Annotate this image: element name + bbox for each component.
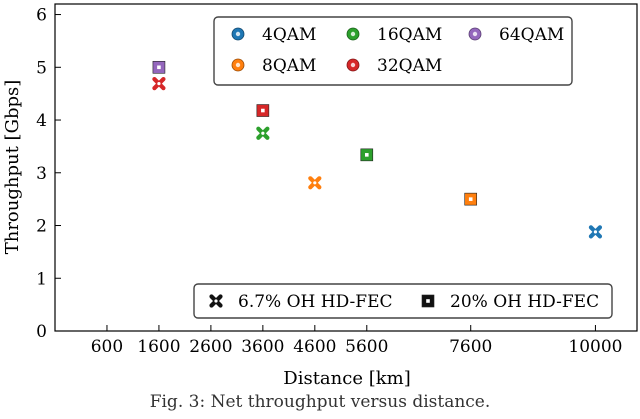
legend-label: 16QAM bbox=[377, 25, 442, 45]
series-legend-box bbox=[213, 16, 573, 86]
x-tick-label: 1600 bbox=[137, 337, 180, 357]
legend-marker-32qam bbox=[346, 58, 360, 72]
y-tick-label: 5 bbox=[36, 58, 47, 78]
x-tick-label: 2600 bbox=[189, 337, 232, 357]
x-tick-label: 5600 bbox=[345, 337, 388, 357]
y-tick-label: 2 bbox=[36, 217, 47, 237]
data-point-64qam-square bbox=[152, 60, 166, 74]
legend-marker-cross bbox=[209, 294, 223, 308]
marker-legend-box bbox=[193, 283, 613, 319]
data-point-16qam-square bbox=[360, 148, 374, 162]
y-axis-title: Throughput [Gbps] bbox=[2, 80, 23, 255]
legend-label: 8QAM bbox=[262, 56, 316, 76]
data-point-32qam-cross bbox=[152, 77, 166, 91]
y-tick-label: 3 bbox=[36, 164, 47, 184]
marker-legend-label: 6.7% OH HD-FEC bbox=[238, 292, 393, 312]
data-point-32qam-square bbox=[256, 104, 270, 117]
x-tick-label: 7600 bbox=[449, 337, 492, 357]
y-tick-label: 4 bbox=[36, 111, 47, 131]
legend-marker-64qam bbox=[468, 27, 482, 41]
series-legend: 4QAM 8QAM 16QAM 32QAM 64QAM bbox=[213, 16, 573, 86]
marker-legend-label: 20% OH HD-FEC bbox=[450, 292, 599, 312]
data-point-16qam-cross bbox=[256, 126, 270, 140]
data-point-8qam-square bbox=[464, 192, 478, 206]
x-tick-label: 10000 bbox=[568, 337, 622, 357]
figure-caption: Fig. 3: Net throughput versus distance. bbox=[149, 392, 491, 412]
x-tick-label: 600 bbox=[91, 337, 123, 357]
axis-ticks: 600 1600 2600 3600 4600 5600 7600 10000 0 1 2 3 4 5 6 bbox=[36, 6, 622, 357]
x-tick-label: 4600 bbox=[293, 337, 336, 357]
y-tick-label: 6 bbox=[36, 6, 47, 26]
marker-legend: 6.7% OH HD-FEC 20% OH HD-FEC bbox=[193, 283, 613, 319]
legend-label: 4QAM bbox=[262, 25, 316, 45]
y-tick-label: 0 bbox=[36, 322, 47, 342]
x-axis-title: Distance [km] bbox=[283, 368, 410, 389]
data-point-4qam-cross bbox=[588, 225, 603, 239]
scatter-chart: 600 1600 2600 3600 4600 5600 7600 100000123456 … bbox=[2, 3, 638, 389]
data-points bbox=[152, 60, 603, 239]
legend-marker-4qam bbox=[231, 27, 245, 41]
legend-label: 64QAM bbox=[499, 25, 564, 45]
legend-label: 32QAM bbox=[377, 56, 442, 76]
x-tick-label: 3600 bbox=[241, 337, 284, 357]
plot-frame bbox=[54, 3, 638, 332]
legend-marker-16qam bbox=[346, 27, 360, 41]
legend-marker-8qam bbox=[231, 58, 245, 72]
y-tick-label: 1 bbox=[36, 269, 47, 289]
legend-marker-square bbox=[421, 294, 435, 308]
data-point-8qam-cross bbox=[308, 176, 322, 190]
